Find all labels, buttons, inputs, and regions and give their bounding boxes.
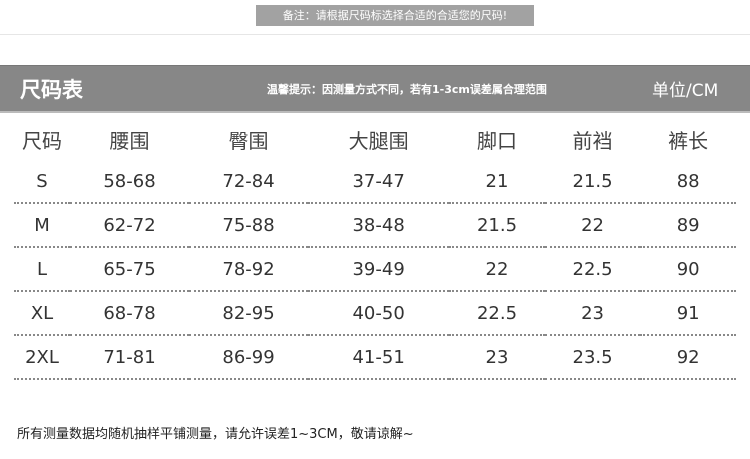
table-cell: 23 [449, 335, 545, 380]
table-cell: M [14, 203, 70, 248]
table-cell: 22 [544, 203, 641, 248]
unit-label: 单位/CM [652, 81, 719, 101]
table-cell: 90 [640, 247, 736, 292]
table-cell: XL [14, 291, 70, 336]
table-cell: 88 [640, 160, 736, 204]
measurement-tip: 温馨提示：因测量方式不同，若有1-3cm误差属合理范围 [267, 83, 547, 96]
column-header: 大腿围 [348, 128, 409, 153]
size-table: 尺码 腰围 臀围 大腿围 脚口 前裆 裤长 S 58-68 72-84 37-47 21 21.5 88… [14, 118, 736, 380]
table-cell: 68-78 [70, 291, 190, 336]
table-cell: 92 [640, 335, 736, 380]
table-cell: 38-48 [308, 203, 450, 248]
table-cell: 21.5 [544, 160, 641, 204]
table-cell: 23 [544, 291, 641, 336]
table-cell: 23.5 [544, 335, 641, 380]
size-selection-note: 备注：请根据尺码标选择合适的合适您的尺码! [256, 5, 534, 26]
table-row: M 62-72 75-88 38-48 21.5 22 89 [14, 203, 736, 248]
column-header: 臀围 [228, 128, 269, 153]
table-cell: 78-92 [189, 247, 309, 292]
page-title: 尺码表 [20, 78, 83, 102]
column-header: 尺码 [22, 128, 62, 153]
table-cell: 71-81 [70, 335, 190, 380]
table-cell: 62-72 [70, 203, 190, 248]
table-cell: 37-47 [308, 160, 450, 204]
header-bar: 尺码表 温馨提示：因测量方式不同，若有1-3cm误差属合理范围 单位/CM [0, 65, 750, 113]
table-cell: 89 [640, 203, 736, 248]
table-cell: 22.5 [544, 247, 641, 292]
table-row: XL 68-78 82-95 40-50 22.5 23 91 [14, 291, 736, 336]
table-cell: 22.5 [449, 291, 545, 336]
table-cell: 21 [449, 160, 545, 204]
table-cell: 58-68 [70, 160, 190, 204]
table-cell: 41-51 [308, 335, 450, 380]
column-header: 脚口 [476, 128, 517, 153]
table-cell: 22 [449, 247, 545, 292]
column-header: 裤长 [668, 128, 709, 153]
footer-note: 所有测量数据均随机抽样平铺测量，请允许误差1~3CM，敬请谅解~ [17, 427, 414, 442]
table-row: L 65-75 78-92 39-49 22 22.5 90 [14, 247, 736, 292]
table-cell: 91 [640, 291, 736, 336]
table-header-row: 尺码 腰围 臀围 大腿围 脚口 前裆 裤长 [14, 118, 736, 160]
table-cell: 86-99 [189, 335, 309, 380]
table-cell: 72-84 [189, 160, 309, 204]
column-header: 腰围 [109, 128, 150, 153]
table-cell: L [14, 247, 70, 292]
divider [0, 34, 750, 35]
column-header: 前裆 [572, 128, 613, 153]
table-row: 2XL 71-81 86-99 41-51 23 23.5 92 [14, 335, 736, 380]
table-cell: 65-75 [70, 247, 190, 292]
table-row: S 58-68 72-84 37-47 21 21.5 88 [14, 160, 736, 204]
table-cell: 82-95 [189, 291, 309, 336]
table-cell: 39-49 [308, 247, 450, 292]
table-cell: 2XL [14, 335, 70, 380]
table-cell: 75-88 [189, 203, 309, 248]
table-cell: S [14, 160, 70, 204]
table-cell: 40-50 [308, 291, 450, 336]
table-cell: 21.5 [449, 203, 545, 248]
